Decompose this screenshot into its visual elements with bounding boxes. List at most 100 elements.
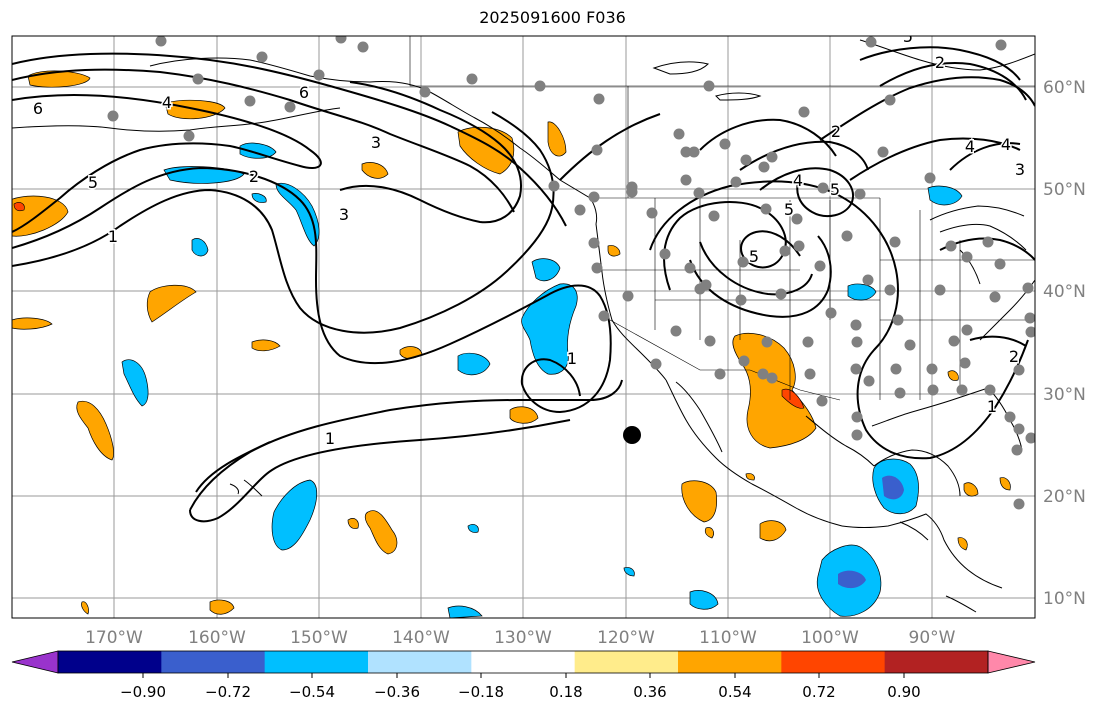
map-title: 2025091600 F036: [479, 8, 626, 27]
station-dot: [894, 387, 906, 399]
station-dot: [688, 146, 700, 158]
station-dot: [244, 95, 256, 107]
station-dot: [1004, 411, 1016, 423]
contour-label: 2: [831, 122, 841, 141]
longitude-label: 120°W: [597, 628, 655, 648]
latitude-label: 60°N: [1043, 78, 1086, 98]
contour-label: 3: [339, 205, 349, 224]
station-markers: [107, 36, 1035, 510]
colorbar-tick-label: −0.54: [289, 683, 335, 701]
station-dot: [694, 283, 706, 295]
station-dot: [892, 314, 904, 326]
target-location-marker: [623, 426, 641, 444]
station-dot: [622, 290, 634, 302]
station-dot: [841, 230, 853, 242]
station-dot: [758, 161, 770, 173]
colorbar-tick-label: −0.72: [205, 683, 251, 701]
station-dot: [684, 262, 696, 274]
station-dot: [956, 384, 968, 396]
colorbar-swatch: [161, 651, 266, 673]
station-dot: [650, 358, 662, 370]
colorbar-swatch: [368, 651, 472, 673]
colorbar-extend-low: [11, 650, 59, 674]
station-dot: [738, 355, 750, 367]
latitude-labels: 60°N 50°N 40°N 30°N 20°N 10°N: [1043, 78, 1086, 609]
station-dot: [693, 187, 705, 199]
station-dot: [961, 324, 973, 336]
station-dot: [591, 262, 603, 274]
station-dot: [534, 80, 546, 92]
station-dot: [155, 36, 167, 47]
station-dot: [1013, 498, 1025, 510]
station-dot: [659, 248, 671, 260]
colorbar-swatch: [471, 651, 576, 673]
contour-label: 1: [108, 227, 118, 246]
contour-label: 4: [162, 93, 172, 112]
station-dot: [884, 284, 896, 296]
station-dot: [927, 384, 939, 396]
colorbar-tick-label: 0.18: [549, 683, 582, 701]
station-dot: [730, 176, 742, 188]
station-dot: [850, 363, 862, 375]
colorbar-swatch: [781, 651, 886, 673]
longitude-label: 160°W: [188, 628, 246, 648]
station-dot: [945, 240, 957, 252]
station-dot: [704, 335, 716, 347]
station-dot: [862, 274, 874, 286]
latitude-label: 10°N: [1043, 589, 1086, 609]
contour-label: 3: [371, 133, 381, 152]
station-dot: [466, 73, 478, 85]
colorbar-extend-high: [987, 650, 1036, 674]
station-dot: [889, 236, 901, 248]
station-dot: [804, 368, 816, 380]
colorbar-tick-label: −0.36: [374, 683, 420, 701]
contour-label: 2: [1009, 347, 1019, 366]
station-dot: [574, 204, 586, 216]
station-dot: [814, 260, 826, 272]
station-dot: [766, 151, 778, 163]
station-dot: [703, 80, 715, 92]
contour-label: 3: [1015, 160, 1025, 179]
colorbar-tick-label: −0.90: [120, 683, 166, 701]
latitude-label: 20°N: [1043, 487, 1086, 507]
contour-label: 5: [784, 200, 794, 219]
station-dot: [735, 294, 747, 306]
station-dot: [1025, 326, 1035, 338]
station-dot: [737, 256, 749, 268]
contour-label: 2: [935, 53, 945, 72]
contour-label: 2: [249, 167, 259, 186]
colorbar-tick-labels: −0.90 −0.72 −0.54 −0.36 −0.18 0.18 0.36 0.54 0.7…: [120, 673, 921, 701]
station-dot: [1024, 312, 1035, 324]
station-dot: [817, 182, 829, 194]
colorbar-frame: [57, 650, 989, 674]
station-dot: [924, 172, 936, 184]
station-dot: [798, 106, 810, 118]
station-dot: [313, 69, 325, 81]
station-dot: [948, 335, 960, 347]
station-dot: [757, 368, 769, 380]
station-dot: [256, 51, 268, 63]
station-dot: [760, 203, 772, 215]
station-dot: [335, 36, 347, 44]
station-dot: [890, 363, 902, 375]
station-dot: [802, 336, 814, 348]
station-dot: [588, 237, 600, 249]
station-dot: [775, 288, 787, 300]
station-dot: [598, 310, 610, 322]
station-dot: [793, 240, 805, 252]
colorbar-swatch: [58, 651, 162, 673]
contour-label: 1: [567, 349, 577, 368]
station-dot: [816, 395, 828, 407]
station-dot: [926, 363, 938, 375]
longitude-label: 130°W: [494, 628, 552, 648]
latitude-label: 30°N: [1043, 385, 1086, 405]
contour-label: 5: [830, 180, 840, 199]
station-dot: [984, 384, 996, 396]
contour-label: 5: [88, 173, 98, 192]
strong-negative-anomaly-areas: [838, 475, 904, 589]
colorbar-swatch: [264, 651, 369, 673]
station-dot: [863, 375, 875, 387]
